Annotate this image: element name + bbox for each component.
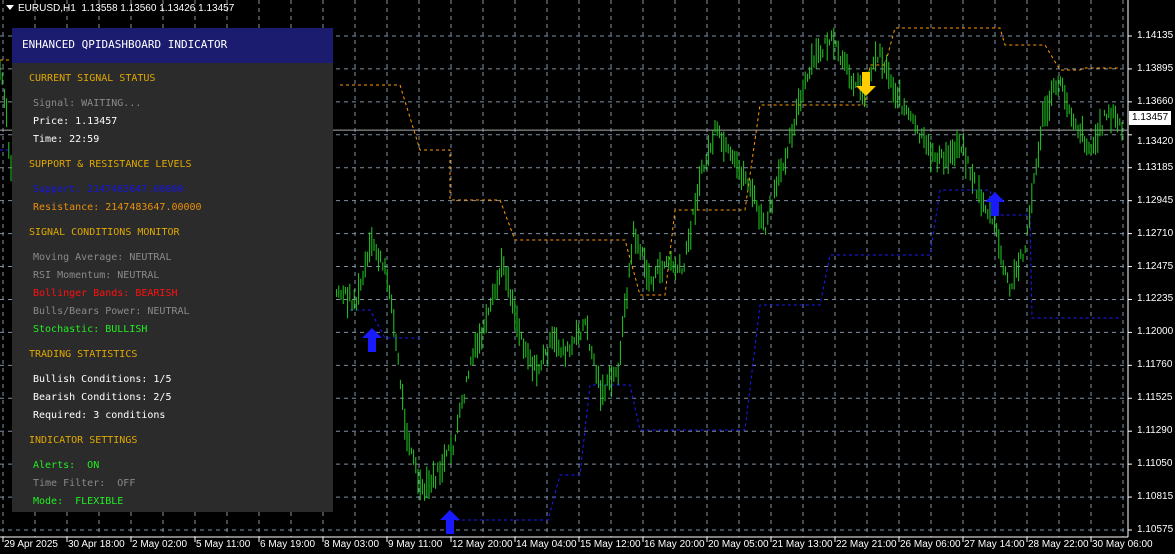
section-indicator-settings: INDICATOR SETTINGS xyxy=(29,435,138,446)
buy-arrow-icon xyxy=(985,192,1005,216)
time-axis-label: 20 May 05:00 xyxy=(708,539,769,550)
bearish-conditions: Bearish Conditions: 2/5 xyxy=(33,392,172,403)
time-axis-label: 28 May 22:00 xyxy=(1028,539,1089,550)
signal-status: Signal: WAITING... xyxy=(33,98,142,109)
price-axis-label: 1.12945 xyxy=(1137,194,1174,206)
dashboard-panel: ENHANCED QPIDASHBOARD INDICATOR CURRENT … xyxy=(12,28,333,512)
price-axis-label: 1.12235 xyxy=(1137,293,1174,305)
time-value: Time: 22:59 xyxy=(33,134,100,145)
time-axis-label: 30 Apr 18:00 xyxy=(68,539,125,550)
price-axis-label: 1.13185 xyxy=(1137,161,1174,173)
ohlc-values: 1.13558 1.13560 1.13426 1.13457 xyxy=(81,3,235,14)
required-conditions: Required: 3 conditions xyxy=(33,410,166,421)
time-axis-label: 12 May 20:00 xyxy=(452,539,513,550)
time-axis-label: 30 May 06:00 xyxy=(1092,539,1153,550)
time-axis-label: 21 May 13:00 xyxy=(772,539,833,550)
condition-stochastic: Stochastic: BULLISH xyxy=(33,324,148,335)
symbol-label: EURUSD,H1 xyxy=(18,3,76,14)
time-axis-label: 27 May 14:00 xyxy=(964,539,1025,550)
time-axis-label: 26 May 06:00 xyxy=(900,539,961,550)
time-axis-label: 2 May 02:00 xyxy=(132,539,188,550)
panel-title: ENHANCED QPIDASHBOARD INDICATOR xyxy=(12,28,333,63)
setting-alerts: Alerts: ON xyxy=(33,460,100,471)
time-axis-label: 9 May 11:00 xyxy=(388,539,443,550)
price-axis-label: 1.11050 xyxy=(1137,458,1173,470)
price-axis-label: 1.11760 xyxy=(1137,359,1173,371)
condition-rsi: RSI Momentum: NEUTRAL xyxy=(33,270,160,281)
resistance-level: Resistance: 2147483647.00000 xyxy=(33,202,202,213)
section-signal-conditions: SIGNAL CONDITIONS MONITOR xyxy=(29,227,180,238)
time-axis-label: 14 May 04:00 xyxy=(516,539,577,550)
price-axis-label: 1.13895 xyxy=(1137,62,1174,74)
sell-arrow-icon xyxy=(856,72,876,96)
chart-symbol-header: EURUSD,H1 1.13558 1.13560 1.13426 1.1345… xyxy=(6,3,234,14)
price-axis-label: 1.12710 xyxy=(1137,227,1174,239)
price-value: Price: 1.13457 xyxy=(33,116,118,127)
price-axis-label: 1.10815 xyxy=(1137,491,1174,503)
section-trading-statistics: TRADING STATISTICS xyxy=(29,349,138,360)
price-axis-label: 1.11290 xyxy=(1137,425,1173,437)
setting-mode: Mode: FLEXIBLE xyxy=(33,496,124,507)
section-support-resistance: SUPPORT & RESISTANCE LEVELS xyxy=(29,159,192,170)
time-axis-label: 8 May 03:00 xyxy=(324,539,380,550)
time-axis-label: 22 May 21:00 xyxy=(836,539,897,550)
condition-moving-average: Moving Average: NEUTRAL xyxy=(33,252,172,263)
price-axis-label: 1.12475 xyxy=(1137,260,1174,272)
dropdown-triangle-icon[interactable] xyxy=(6,5,14,10)
price-axis-label: 1.14135 xyxy=(1137,30,1174,41)
current-price-tag: 1.13457 xyxy=(1129,111,1172,125)
section-current-signal-status: CURRENT SIGNAL STATUS xyxy=(29,73,156,84)
bullish-conditions: Bullish Conditions: 1/5 xyxy=(33,374,172,385)
buy-arrow-icon xyxy=(362,328,382,352)
price-axis-label: 1.11525 xyxy=(1137,392,1173,404)
setting-time-filter: Time Filter: OFF xyxy=(33,478,136,489)
time-axis-label: 16 May 20:00 xyxy=(644,539,705,550)
time-axis-label: 15 May 12:00 xyxy=(580,539,641,550)
buy-arrow-icon xyxy=(440,510,460,534)
time-axis-label: 29 Apr 2025 xyxy=(4,539,58,550)
price-axis-label: 1.10575 xyxy=(1137,524,1174,535)
condition-bulls-bears: Bulls/Bears Power: NEUTRAL xyxy=(33,306,190,317)
time-axis-label: 5 May 11:00 xyxy=(196,539,251,550)
time-axis-label: 6 May 19:00 xyxy=(260,539,316,550)
support-level: Support: 2147483647.00000 xyxy=(33,184,184,195)
price-axis-label: 1.12000 xyxy=(1137,326,1174,338)
condition-bollinger: Bollinger Bands: BEARISH xyxy=(33,288,178,299)
price-axis-label: 1.13660 xyxy=(1137,95,1174,107)
price-axis-label: 1.13420 xyxy=(1137,136,1174,148)
